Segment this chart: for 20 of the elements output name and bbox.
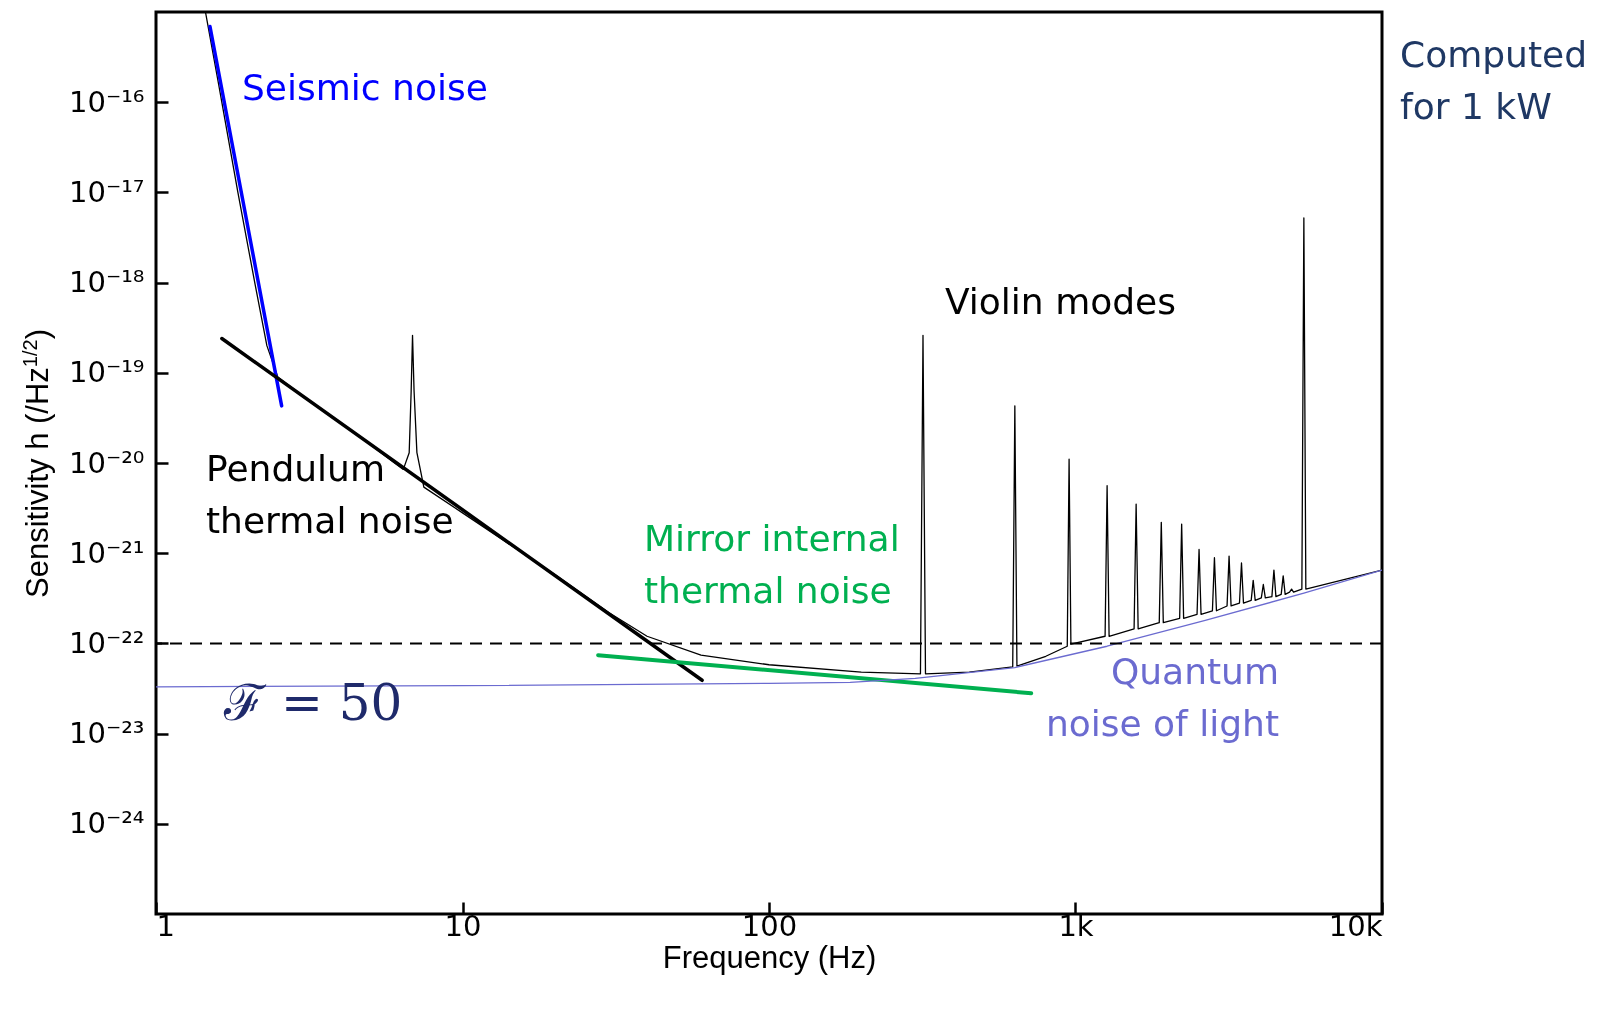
y-tick-label: 10⁻²²: [69, 625, 145, 660]
series-label: Quantum noise of light: [1045, 651, 1279, 745]
x-tick-label: 10k: [1328, 908, 1383, 943]
annotation: ℱ = 50: [223, 674, 403, 732]
series-label: Seismic noise: [242, 67, 488, 108]
text: Computed for 1 kW: [1400, 34, 1588, 128]
y-tick-label: 10⁻²⁴: [69, 806, 145, 841]
series-label: Pendulum thermal noise: [206, 448, 454, 542]
annotation: Violin modes: [945, 281, 1176, 322]
y-tick-label: 10⁻¹⁶: [69, 84, 145, 119]
y-tick-label: 10⁻²⁰: [69, 445, 145, 480]
series-label: Mirror internal thermal noise: [644, 518, 900, 612]
y-tick-label: 10⁻¹⁷: [69, 174, 145, 209]
y-tick-label: 10⁻²³: [69, 716, 145, 751]
y-tick-label: 10⁻¹⁸: [69, 265, 145, 300]
x-tick-label: 1: [156, 908, 175, 943]
y-tick-label: 10⁻¹⁹: [69, 355, 145, 390]
x-tick-label: 1k: [1058, 908, 1094, 943]
y-tick-label: 10⁻²¹: [69, 535, 145, 570]
x-tick-label: 10: [444, 908, 482, 943]
